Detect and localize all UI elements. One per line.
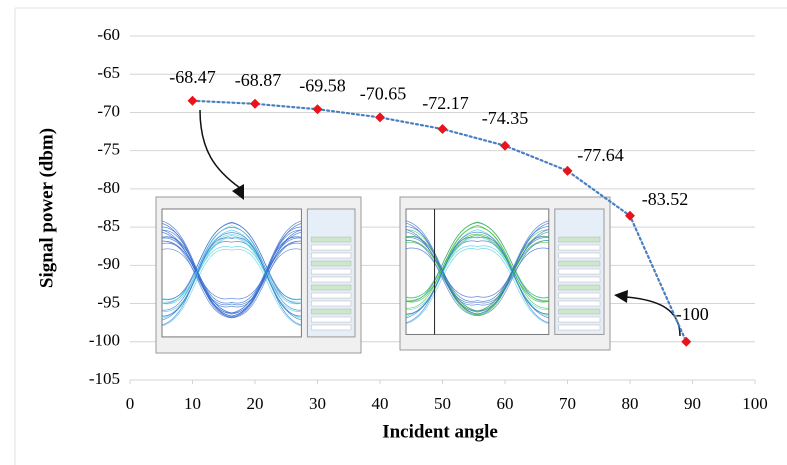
data-label: -100 xyxy=(676,304,709,324)
inset-screenshot xyxy=(156,197,361,353)
page: Incident angle Signal power (dbm) -105 -1… xyxy=(0,0,787,465)
y-tick-label: -65 xyxy=(97,63,120,82)
data-label: -83.52 xyxy=(642,189,689,209)
arrow xyxy=(200,110,240,188)
marker xyxy=(375,112,385,122)
inset-field xyxy=(311,325,351,330)
data-label: -68.87 xyxy=(235,70,282,90)
marker xyxy=(438,124,448,134)
data-label: -68.47 xyxy=(169,67,216,87)
inset-field xyxy=(559,261,600,266)
inset-screenshot xyxy=(400,197,610,350)
arrowhead xyxy=(614,290,628,303)
inset-field xyxy=(311,261,351,266)
y-tick-label: -90 xyxy=(97,254,120,273)
x-tick-label: 100 xyxy=(742,394,768,413)
chart: Incident angle Signal power (dbm) -105 -1… xyxy=(0,0,787,465)
y-tick-label: -70 xyxy=(97,101,120,120)
x-tick-label: 50 xyxy=(434,394,451,413)
inset-field xyxy=(559,309,600,314)
inset-field xyxy=(559,277,600,282)
x-tick-label: 0 xyxy=(126,394,135,413)
inset-field xyxy=(311,309,351,314)
x-tick-label: 70 xyxy=(559,394,576,413)
inset-field xyxy=(559,293,600,298)
y-tick-label: -80 xyxy=(97,178,120,197)
data-label: -69.58 xyxy=(299,75,346,95)
inset-field xyxy=(311,301,351,306)
inset-field xyxy=(311,245,351,250)
y-tick-label: -85 xyxy=(97,216,120,235)
inset-field xyxy=(559,317,600,322)
inset-field xyxy=(311,269,351,274)
inset-field xyxy=(311,293,351,298)
y-tick-label: -95 xyxy=(97,292,120,311)
x-tick-label: 30 xyxy=(309,394,326,413)
arrow xyxy=(626,297,680,336)
x-tick-label: 60 xyxy=(497,394,514,413)
x-tick-label: 90 xyxy=(684,394,701,413)
data-label: -74.35 xyxy=(482,108,529,128)
inset-field xyxy=(311,277,351,282)
x-tick-label: 10 xyxy=(184,394,201,413)
data-label: -72.17 xyxy=(422,93,469,113)
inset-field xyxy=(311,285,351,290)
inset-field xyxy=(559,245,600,250)
y-tick-label: -75 xyxy=(97,140,120,159)
inset-field xyxy=(559,285,600,290)
marker xyxy=(188,96,198,106)
inset-field xyxy=(311,253,351,258)
x-tick-label: 20 xyxy=(247,394,264,413)
y-tick-label: -60 xyxy=(97,25,120,44)
inset-field xyxy=(311,237,351,242)
marker xyxy=(500,141,510,151)
data-label: -77.64 xyxy=(577,145,624,165)
y-axis-title: Signal power (dbm) xyxy=(36,128,57,288)
data-label: -70.65 xyxy=(360,84,407,104)
x-tick-label: 80 xyxy=(622,394,639,413)
marker xyxy=(250,99,260,109)
y-tick-label: -105 xyxy=(89,369,120,388)
x-axis-title: Incident angle xyxy=(382,421,498,442)
inset-field xyxy=(559,325,600,330)
inset-field xyxy=(311,317,351,322)
inset-field xyxy=(559,253,600,258)
inset-field xyxy=(559,237,600,242)
marker xyxy=(563,166,573,176)
marker xyxy=(681,337,691,347)
y-tick-label: -100 xyxy=(89,331,120,350)
inset-field xyxy=(559,301,600,306)
x-tick-label: 40 xyxy=(372,394,389,413)
inset-field xyxy=(559,269,600,274)
